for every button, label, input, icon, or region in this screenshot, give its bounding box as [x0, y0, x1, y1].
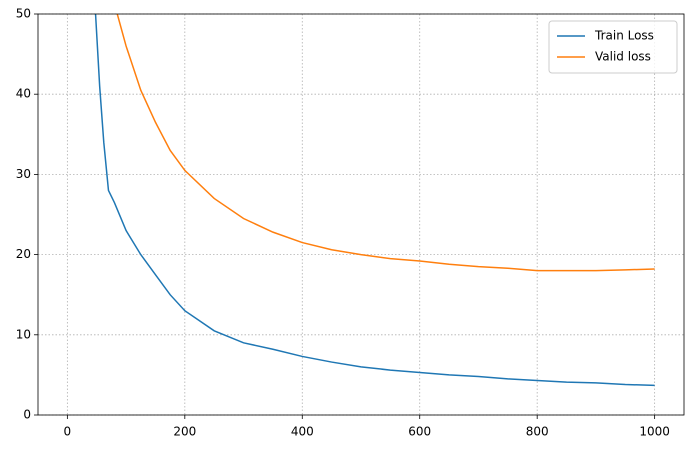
x-tick-label: 400	[291, 425, 314, 439]
y-tick-label: 30	[16, 167, 31, 181]
plot-frame	[37, 13, 685, 416]
plot-area	[94, 14, 655, 387]
x-tick-label: 200	[173, 425, 196, 439]
y-tick-label: 40	[16, 87, 31, 101]
legend-box	[548, 20, 678, 74]
legend-label: Train Loss	[594, 29, 654, 43]
x-tick-label: 800	[526, 425, 549, 439]
y-tick-label: 10	[16, 327, 31, 341]
loss-line	[94, 14, 655, 387]
y-tick-label: 20	[16, 247, 31, 261]
loss-line	[116, 14, 655, 272]
x-tick-label: 600	[408, 425, 431, 439]
legend-label: Valid loss	[595, 50, 651, 64]
y-tick-label: 0	[23, 408, 31, 422]
y-tick-label: 50	[16, 7, 31, 21]
x-tick-label: 0	[64, 425, 72, 439]
x-tick-label: 1000	[639, 425, 670, 439]
